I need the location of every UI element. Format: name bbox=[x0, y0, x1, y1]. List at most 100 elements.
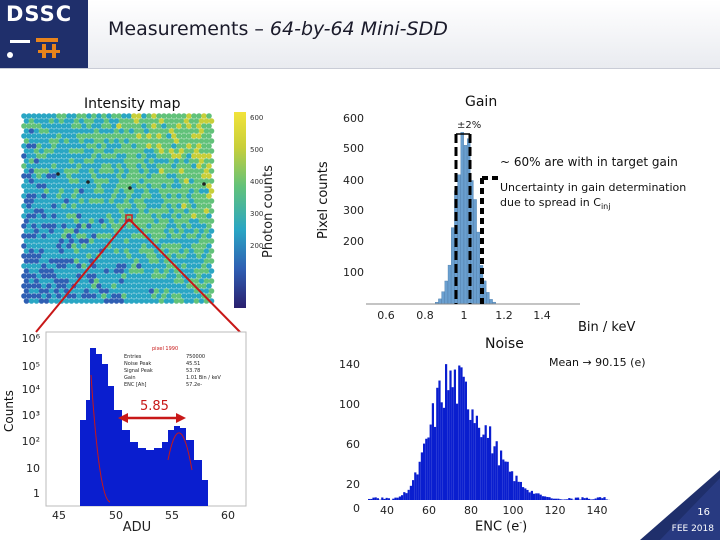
noise-bar bbox=[385, 497, 388, 500]
noise-bar bbox=[528, 492, 531, 500]
noise-xlabel-main: ENC (e bbox=[475, 519, 520, 535]
noise-bar bbox=[383, 498, 386, 500]
gain-band-label: ±2% bbox=[457, 120, 481, 131]
noise-bar bbox=[544, 496, 547, 500]
noise-bar bbox=[526, 489, 529, 500]
noise-y-tick: 60 bbox=[346, 438, 360, 451]
noise-bar bbox=[596, 497, 599, 500]
noise-bar bbox=[489, 426, 492, 500]
noise-bar bbox=[396, 497, 399, 500]
spectrum-y-tick: 10⁶ bbox=[22, 332, 41, 345]
noise-bar bbox=[513, 481, 516, 500]
spectrum-bar bbox=[86, 400, 90, 506]
peak-separation-label: 5.85 bbox=[140, 399, 169, 414]
noise-bar bbox=[414, 472, 417, 500]
noise-bar bbox=[482, 434, 485, 500]
spectrum-bar bbox=[130, 442, 138, 506]
noise-bar bbox=[467, 409, 470, 500]
spectrum-bar bbox=[162, 442, 168, 506]
noise-bar bbox=[585, 497, 588, 500]
stats-key: Gain bbox=[124, 375, 136, 381]
noise-bar bbox=[412, 480, 415, 500]
noise-bar bbox=[451, 387, 454, 500]
gain-note-3-text: due to spread in C bbox=[500, 196, 601, 209]
noise-bar bbox=[471, 409, 474, 500]
gain-y-tick: 300 bbox=[343, 204, 364, 217]
stats-key: Noise Peak bbox=[124, 361, 151, 367]
spectrum-bars bbox=[80, 348, 208, 506]
noise-bar bbox=[429, 424, 432, 500]
slide-header: DSSC Measurements – 64-by-64 Mini-SDD bbox=[0, 0, 720, 69]
noise-bar bbox=[559, 499, 562, 500]
noise-bar bbox=[381, 497, 384, 500]
spectrum-y-tick: 10² bbox=[22, 435, 40, 448]
noise-x-tick: 40 bbox=[380, 504, 394, 517]
spectrum-bar bbox=[168, 430, 174, 506]
noise-bar bbox=[460, 367, 463, 500]
spectrum-bar bbox=[202, 480, 208, 506]
noise-bar bbox=[497, 465, 500, 500]
gain-x-tick: 1 bbox=[461, 309, 468, 322]
noise-bar bbox=[508, 471, 511, 500]
noise-bar bbox=[566, 499, 569, 500]
gain-x-tick: 1.2 bbox=[495, 309, 513, 322]
colorbar-tick: 600 bbox=[250, 114, 263, 122]
intensity-map-panel: 600 500 400 300 200 Photon counts bbox=[21, 112, 276, 308]
gain-y-tick: 200 bbox=[343, 235, 364, 248]
spectrum-histogram: 10⁶ 10⁵ 10⁴ 10³ 10² 10 1 45 50 55 60 ADU… bbox=[22, 331, 247, 535]
gain-note-2: Uncertainty in gain determination bbox=[500, 181, 687, 194]
noise-bar bbox=[491, 453, 494, 500]
noise-bar bbox=[456, 403, 459, 500]
spectrum-x-tick: 45 bbox=[52, 509, 66, 522]
stats-value: 57.2e- bbox=[186, 382, 202, 388]
noise-bar bbox=[493, 446, 496, 500]
gain-y-tick: 600 bbox=[343, 112, 364, 125]
noise-bar bbox=[447, 390, 450, 500]
noise-bar bbox=[423, 443, 426, 500]
spectrum-bar bbox=[102, 364, 108, 506]
noise-bar bbox=[445, 364, 448, 500]
noise-bar bbox=[555, 498, 558, 500]
stats-value: 45.51 bbox=[186, 361, 200, 367]
gain-bar bbox=[457, 174, 461, 305]
noise-bar bbox=[530, 490, 533, 500]
noise-bar bbox=[550, 498, 553, 500]
corner-decoration bbox=[640, 470, 720, 540]
noise-x-tick: 100 bbox=[503, 504, 524, 517]
noise-y-tick: 20 bbox=[346, 478, 360, 491]
noise-bar bbox=[605, 499, 608, 500]
noise-bar bbox=[524, 488, 527, 500]
noise-bar bbox=[409, 485, 412, 500]
noise-bar bbox=[568, 498, 571, 500]
gain-bars bbox=[435, 132, 496, 305]
footer-tag: FEE 2018 bbox=[671, 524, 714, 534]
colorbar bbox=[234, 112, 246, 308]
noise-bar bbox=[458, 365, 461, 500]
noise-bar bbox=[486, 437, 489, 500]
noise-bar bbox=[376, 498, 379, 500]
colorbar-tick: 200 bbox=[250, 242, 263, 250]
dssc-logo: DSSC bbox=[0, 0, 88, 68]
gain-y-tick: 100 bbox=[343, 266, 364, 279]
logo-text: DSSC bbox=[6, 2, 73, 26]
colorbar-tick: 300 bbox=[250, 210, 263, 218]
noise-bar bbox=[368, 498, 371, 500]
noise-bar bbox=[495, 441, 498, 500]
noise-bar bbox=[504, 461, 507, 500]
spectrum-bar bbox=[138, 448, 146, 506]
spectrum-bar bbox=[80, 420, 86, 506]
noise-bar bbox=[506, 461, 509, 500]
spectrum-bar bbox=[96, 354, 102, 506]
noise-bar bbox=[500, 450, 503, 500]
gain-bar bbox=[444, 280, 448, 305]
spectrum-x-tick: 50 bbox=[109, 509, 123, 522]
gain-bar bbox=[460, 132, 464, 305]
noise-bar bbox=[581, 497, 584, 500]
spectrum-y-tick: 10 bbox=[26, 462, 40, 475]
noise-bar bbox=[592, 499, 595, 500]
noise-x-tick: 140 bbox=[587, 504, 608, 517]
noise-bar bbox=[594, 498, 597, 500]
noise-bar bbox=[372, 497, 375, 500]
noise-title: Noise bbox=[485, 336, 524, 352]
noise-bar bbox=[374, 497, 377, 500]
